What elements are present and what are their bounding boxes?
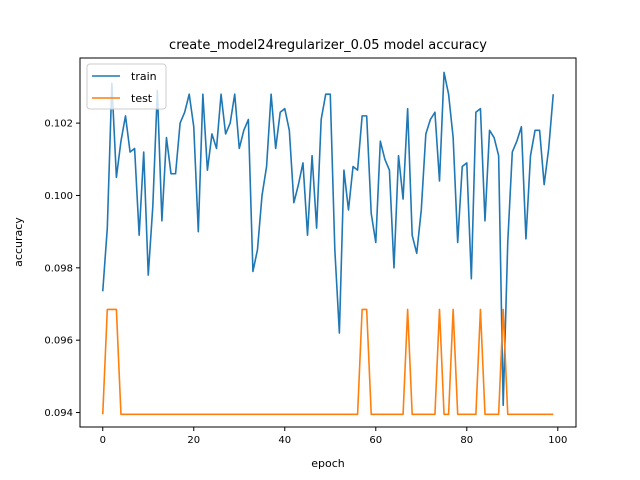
- series-layer: [101, 71, 555, 416]
- series-line-test: [101, 308, 554, 416]
- x-tick-label: 60: [369, 435, 382, 446]
- y-tick-label: 0.102: [44, 119, 73, 130]
- x-tick-label: 20: [187, 435, 200, 446]
- plot-frame: [79, 57, 577, 428]
- x-tick-label: 80: [460, 435, 473, 446]
- x-tick-label: 0: [100, 435, 106, 446]
- legend-label-train: train: [131, 70, 157, 83]
- y-tick-label: 0.094: [44, 408, 73, 419]
- series-line-train: [101, 71, 555, 407]
- chart-title: create_model24regularizer_0.05 model acc…: [169, 38, 487, 53]
- y-axis-label: accuracy: [12, 217, 25, 267]
- x-tick-label: 40: [278, 435, 291, 446]
- axes-layer: 0 20 40 60 80 100 0.094 0.096 0.098 0.100 0.102: [44, 119, 567, 446]
- legend: train test: [86, 63, 167, 110]
- y-tick-label: 0.100: [44, 191, 73, 202]
- x-tick-label: 100: [548, 435, 567, 446]
- legend-label-test: test: [131, 92, 153, 105]
- y-tick-label: 0.096: [44, 336, 73, 347]
- y-tick-label: 0.098: [44, 263, 73, 274]
- x-axis-label: epoch: [311, 457, 345, 470]
